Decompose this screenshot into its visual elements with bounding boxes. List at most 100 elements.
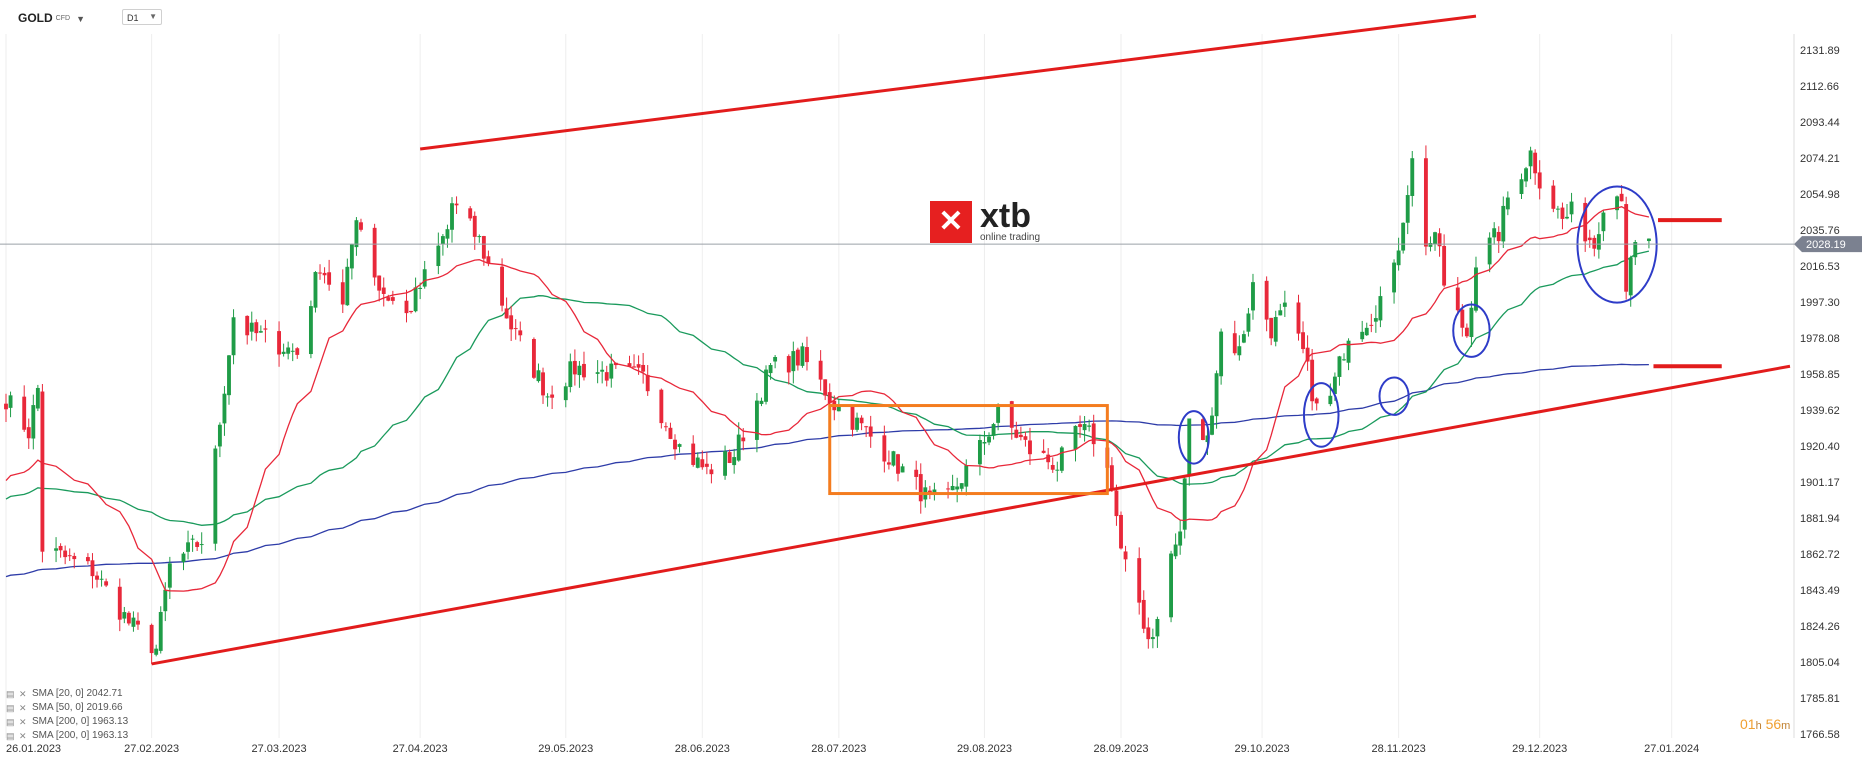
candle-body: [390, 297, 395, 301]
candle-body: [827, 392, 832, 404]
candle-body: [377, 275, 382, 291]
candle-body: [72, 555, 77, 560]
candle-body: [163, 589, 168, 612]
timeframe-select[interactable]: D1 ▼: [122, 9, 162, 25]
candle-body: [1537, 172, 1542, 189]
settings-icon[interactable]: ▤: [6, 689, 15, 699]
candle-body: [26, 427, 31, 439]
candle-body: [1583, 202, 1588, 242]
close-icon[interactable]: ✕: [19, 731, 27, 741]
y-tick-label: 2035.76: [1800, 225, 1840, 237]
candle-body: [1646, 238, 1651, 242]
candle-body: [791, 351, 796, 372]
candle-body: [1551, 185, 1556, 209]
logo-name: xtb: [980, 197, 1031, 235]
candle-body: [536, 370, 541, 382]
x-tick-label: 27.04.2023: [393, 743, 448, 755]
x-tick-label: 27.02.2023: [124, 743, 179, 755]
y-tick-label: 2074.21: [1800, 153, 1840, 165]
settings-icon[interactable]: ▤: [6, 717, 15, 727]
y-tick-label: 1901.17: [1800, 477, 1840, 489]
candle-body: [313, 272, 318, 308]
y-tick-label: 2131.89: [1800, 45, 1840, 57]
x-tick-label: 29.12.2023: [1512, 743, 1567, 755]
candle-body: [1442, 245, 1447, 286]
settings-icon[interactable]: ▤: [6, 703, 15, 713]
candle-body: [595, 372, 600, 374]
candle-body: [1624, 204, 1629, 292]
candle-body: [413, 287, 418, 312]
highlight-circle: [1452, 303, 1491, 358]
candle-body: [659, 389, 664, 424]
close-icon[interactable]: ✕: [19, 703, 27, 713]
candle-body: [440, 236, 445, 244]
indicator-legend: ▤ ✕ SMA [20, 0] 2042.71 ▤ ✕ SMA [50, 0] 2019…: [6, 687, 128, 743]
candle-body: [286, 347, 291, 354]
candle-body: [1305, 347, 1310, 362]
y-tick-label: 1766.58: [1800, 729, 1840, 741]
sma-200-path: [5, 363, 1649, 578]
candle-body: [222, 393, 227, 424]
candle-body: [58, 545, 63, 551]
candle-body: [404, 300, 409, 314]
legend-item-sma200b[interactable]: ▤ ✕ SMA [200, 0] 1963.13: [6, 729, 128, 743]
candle-body: [386, 297, 391, 301]
candle-body: [1364, 327, 1369, 336]
candle-body: [663, 426, 668, 428]
timeframe-label: D1: [127, 13, 139, 23]
candle-body: [927, 490, 932, 493]
symbol-selector[interactable]: GOLD CFD ▼: [18, 11, 85, 25]
candle-body: [95, 575, 99, 580]
legend-item-sma200[interactable]: ▤ ✕ SMA [200, 0] 1963.13: [6, 715, 128, 729]
candle-body: [359, 222, 363, 230]
candle-body: [700, 459, 705, 468]
y-tick-label: 1958.85: [1800, 369, 1840, 381]
candle-body: [1050, 465, 1055, 470]
xtb-logo: ✕ xtb online trading: [930, 197, 1040, 243]
candle-body: [668, 427, 673, 439]
candle-body: [245, 315, 250, 336]
candle-body: [1169, 553, 1173, 618]
candle-body: [481, 236, 486, 259]
candle-body: [63, 550, 68, 558]
candle-body: [290, 350, 295, 352]
candle-body: [1565, 216, 1569, 219]
legend-item-sma50[interactable]: ▤ ✕ SMA [50, 0] 2019.66: [6, 701, 128, 715]
candle-body: [768, 365, 773, 374]
candle-body: [914, 469, 919, 477]
candle-body: [422, 269, 427, 287]
candle-body: [736, 434, 741, 461]
candle-body: [786, 356, 791, 373]
sma-200-line: [5, 363, 1649, 578]
candle-body: [1596, 234, 1601, 250]
candle-body: [1296, 302, 1301, 334]
legend-item-sma20[interactable]: ▤ ✕ SMA [20, 0] 2042.71: [6, 687, 128, 701]
candle-body: [1592, 237, 1597, 249]
candle-body: [1392, 262, 1396, 293]
candle-body: [836, 406, 841, 412]
candle-body: [1455, 287, 1460, 311]
legend-label: SMA [200, 0] 1963.13: [32, 716, 129, 727]
candle-body: [322, 272, 327, 276]
x-tick-label: 29.08.2023: [957, 743, 1012, 755]
legend-label: SMA [50, 0] 2019.66: [32, 702, 123, 713]
candle-body: [1137, 558, 1142, 603]
candle-body: [604, 372, 609, 381]
candle-body: [1492, 228, 1497, 238]
candle-body: [691, 443, 696, 465]
close-icon[interactable]: ✕: [19, 717, 27, 727]
candle-body: [577, 365, 582, 376]
candle-body: [277, 331, 281, 355]
candle-body: [199, 544, 204, 546]
settings-icon[interactable]: ▤: [6, 731, 15, 741]
candle-body: [1141, 599, 1146, 629]
candle-body: [1314, 398, 1319, 404]
candle-body: [1214, 373, 1219, 417]
candle-body: [500, 266, 504, 306]
candle-body: [372, 227, 377, 278]
candle-body: [1619, 193, 1624, 202]
candle-body: [918, 474, 923, 502]
close-icon[interactable]: ✕: [19, 689, 27, 699]
